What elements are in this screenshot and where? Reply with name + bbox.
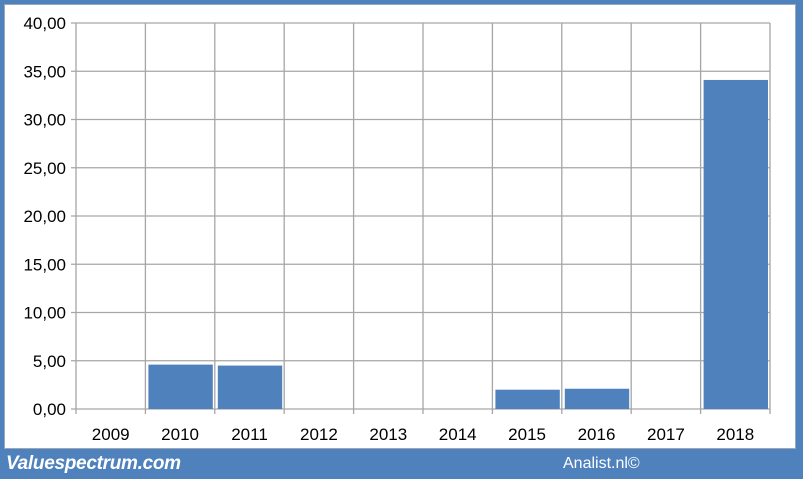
bar-2018: [703, 79, 768, 409]
y-tick-label: 10,00: [23, 304, 66, 323]
chart-panel: [4, 4, 796, 449]
y-tick-label: 25,00: [23, 159, 66, 178]
x-tick-label: 2010: [161, 425, 199, 444]
y-tick-label: 20,00: [23, 207, 66, 226]
x-tick-label: 2014: [439, 425, 477, 444]
y-tick-label: 0,00: [33, 400, 66, 419]
y-tick-label: 5,00: [33, 352, 66, 371]
y-tick-label: 35,00: [23, 62, 66, 81]
x-tick-label: 2016: [578, 425, 616, 444]
x-tick-label: 2015: [508, 425, 546, 444]
bar-2015: [495, 389, 560, 409]
bar-2016: [564, 388, 630, 409]
y-tick-label: 15,00: [23, 255, 66, 274]
credit-label: Analist.nl©: [563, 455, 640, 472]
y-tick-label: 40,00: [23, 14, 66, 33]
x-tick-label: 2009: [92, 425, 130, 444]
x-tick-label: 2012: [300, 425, 338, 444]
x-tick-label: 2011: [231, 425, 268, 444]
x-tick-label: 2018: [716, 425, 754, 444]
brand-label: Valuespectrum.com: [6, 453, 181, 474]
bar-2011: [217, 365, 283, 409]
bar-2010: [148, 364, 213, 409]
x-tick-label: 2017: [647, 425, 685, 444]
y-tick-label: 30,00: [23, 111, 66, 130]
x-tick-label: 2013: [369, 425, 407, 444]
